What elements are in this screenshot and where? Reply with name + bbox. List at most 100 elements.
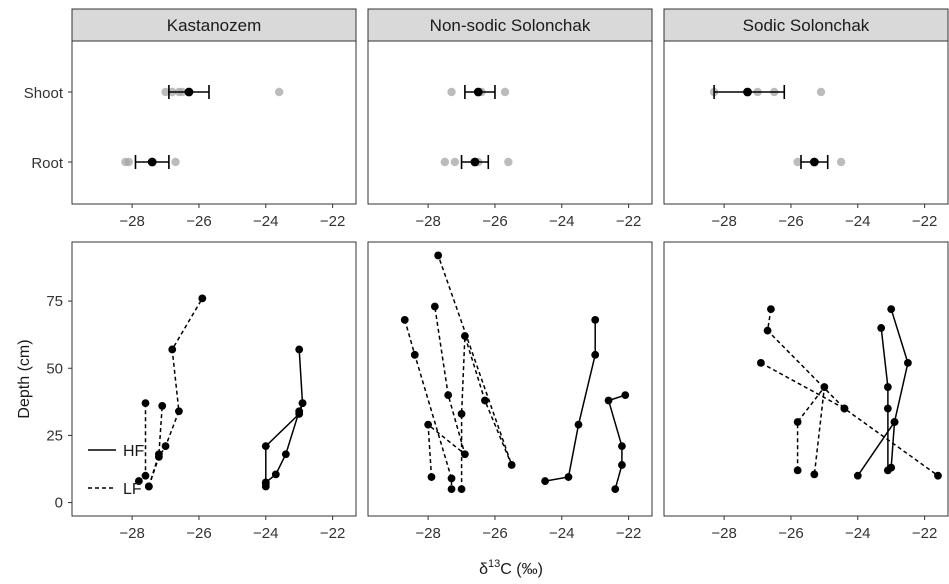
profile-point [574, 420, 583, 429]
profile-point [591, 316, 600, 324]
y-tick-label: 25 [46, 427, 63, 444]
profile-point [618, 461, 626, 469]
y-tick-label: 0 [55, 495, 63, 512]
top-panel-frame [71, 40, 357, 205]
profile-point [298, 399, 307, 408]
profile-point [883, 383, 892, 391]
profile-point [904, 358, 912, 367]
profile-point [444, 391, 453, 400]
x-tick-label: −22 [320, 213, 345, 230]
x-tick-label: −24 [549, 525, 574, 542]
lf-profile-line [796, 384, 826, 475]
raw-point [450, 157, 460, 167]
profile-point [883, 404, 892, 413]
profile-point [134, 477, 143, 485]
profile-point [877, 324, 886, 332]
bottom-panel-frame [367, 241, 653, 517]
legend-label: LF [123, 481, 142, 498]
profile-point [457, 410, 466, 418]
profile-point [400, 316, 409, 324]
profile-point [158, 401, 167, 410]
x-tick-label: −28 [119, 525, 144, 542]
x-axis-title: δ13C (‰) [479, 558, 543, 578]
lf-profile-line [760, 362, 939, 477]
x-tick-label: −28 [415, 213, 440, 230]
profile-point [261, 442, 270, 451]
x-tick-label: −24 [253, 213, 278, 230]
profile-point [271, 470, 280, 479]
profile-point [447, 474, 456, 483]
profile-point [295, 345, 304, 354]
y-axis-title: Depth (cm) [16, 339, 33, 418]
x-tick-label: −24 [845, 213, 870, 230]
mean-point [147, 157, 157, 167]
profile-point [427, 473, 436, 481]
y-tick-label: 75 [46, 293, 63, 310]
profile-point [281, 450, 290, 459]
x-tick-label: −24 [549, 213, 574, 230]
profile-point [604, 396, 613, 405]
x-tick-label: −22 [912, 213, 937, 230]
raw-point [504, 157, 513, 167]
x-axis-title-superscript: 13 [488, 558, 500, 570]
x-tick-label: −22 [320, 525, 345, 542]
profile-point [810, 470, 819, 479]
mean-point [184, 87, 194, 97]
x-axis-title-rest: C (‰) [500, 561, 543, 578]
x-axis-title-delta: δ [479, 561, 488, 578]
raw-point [171, 157, 180, 167]
x-tick-label: −26 [778, 525, 803, 542]
lf-profile-line [148, 405, 163, 487]
mean-point [473, 87, 483, 97]
profile-point [853, 471, 862, 480]
profile-point [175, 407, 183, 416]
profile-point [890, 418, 899, 426]
profile-point [460, 332, 469, 340]
profile-point [611, 485, 620, 494]
bottom-panel-frame [71, 241, 357, 517]
raw-point [816, 87, 826, 97]
bottom-panel-frame [663, 241, 949, 517]
x-tick-label: −22 [616, 525, 641, 542]
x-tick-label: −24 [253, 525, 278, 542]
profile-point [154, 450, 163, 459]
x-tick-label: −24 [845, 525, 870, 542]
raw-point [793, 157, 802, 167]
profile-point [295, 410, 304, 418]
mean-point [809, 157, 819, 167]
plot-layer: Kastanozem −28 −28 −26 −26 −24 −24 −22 −22 Non-so… [16, 8, 949, 578]
profile-point [793, 466, 802, 475]
raw-point [836, 157, 846, 167]
profile-point [161, 442, 170, 451]
x-tick-label: −28 [119, 213, 144, 230]
profile-point [457, 485, 466, 494]
hf-profile-line [890, 308, 909, 468]
profile-point [541, 477, 549, 485]
profile-point [840, 404, 849, 413]
facet-title: Sodic Solonchak [743, 16, 870, 35]
profile-point [820, 383, 829, 391]
x-tick-label: −26 [186, 525, 211, 542]
profile-point [756, 358, 765, 367]
profile-point [198, 294, 207, 303]
x-tick-label: −22 [912, 525, 937, 542]
raw-point [500, 87, 510, 97]
raw-point [447, 87, 456, 97]
x-tick-label: −22 [616, 213, 641, 230]
mean-point [743, 87, 752, 97]
profile-point [261, 479, 270, 488]
profile-point [618, 442, 626, 451]
y-category-label: Root [31, 155, 64, 172]
hf-profile-line [857, 421, 896, 477]
x-tick-label: −28 [415, 525, 440, 542]
raw-point [274, 87, 284, 97]
profile-point [621, 391, 630, 400]
profile-point [767, 305, 775, 314]
x-tick-label: −28 [711, 525, 736, 542]
profile-point [507, 461, 516, 469]
profile-point [424, 420, 433, 429]
hf-profile-line [265, 402, 304, 484]
profile-point [141, 399, 150, 408]
profile-point [481, 396, 489, 405]
